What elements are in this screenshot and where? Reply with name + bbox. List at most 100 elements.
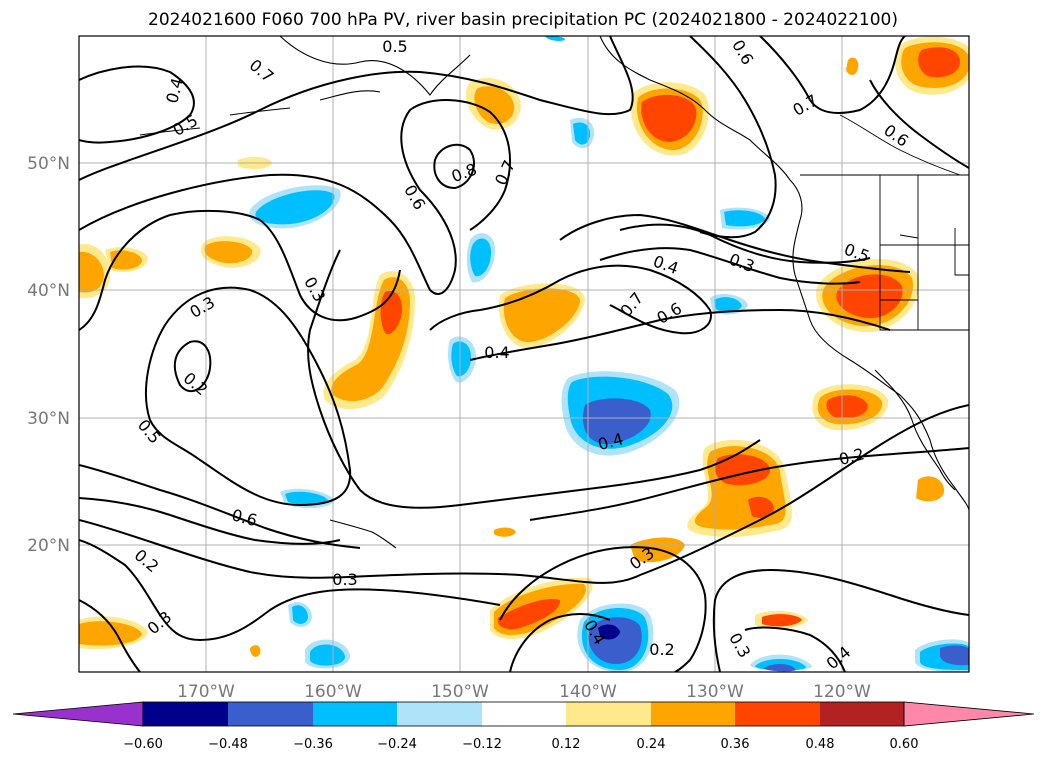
colorbar-tick: 0.60 <box>890 737 919 752</box>
colorbar-segment <box>651 702 735 726</box>
lat-label: 40°N <box>27 281 70 301</box>
baja-coastline <box>874 369 956 491</box>
precip-negative-blob <box>582 398 651 445</box>
pv-contour <box>79 99 511 295</box>
precip-negative-blob <box>724 210 765 227</box>
precip-negative-blob <box>573 122 591 145</box>
lon-label: 140°W <box>559 682 617 702</box>
colorbar-segment <box>143 702 228 726</box>
colorbar: −0.60 −0.48 −0.36 −0.24 −0.12 0.12 0.24 … <box>12 701 1035 752</box>
lon-label: 120°W <box>813 682 871 702</box>
colorbar-segment <box>313 702 397 726</box>
precip-positive-blob <box>762 614 802 627</box>
colorbar-tick: −0.60 <box>123 737 163 752</box>
pv-contour <box>307 249 761 509</box>
precip-positive-blob <box>748 496 774 518</box>
lon-label: 130°W <box>686 682 744 702</box>
state-borders <box>880 175 969 330</box>
pv-contour <box>529 447 969 521</box>
precip-negative-blob <box>255 190 335 225</box>
colorbar-tick: −0.48 <box>208 737 248 752</box>
pv-contour <box>144 286 352 506</box>
pv-contour <box>79 464 361 549</box>
contour-label: 0.2 <box>649 640 674 659</box>
pv-contour <box>499 546 707 672</box>
colorbar-segment <box>566 702 651 726</box>
map-panel: 0.5 0.6 0.4 0.7 0.5 0.8 0.7 0.6 0.7 0.6 … <box>78 35 970 673</box>
longitude-labels: 170°W 160°W 150°W 140°W 130°W 120°W <box>177 682 871 702</box>
pv-contour <box>744 626 846 672</box>
lat-label: 30°N <box>27 409 70 429</box>
precip-negative-blob <box>940 645 969 666</box>
precip-positive-blob <box>494 527 516 537</box>
precip-positive-blob <box>846 57 859 75</box>
colorbar-min-extend <box>12 701 144 727</box>
pv-contour-layer <box>79 36 969 672</box>
pv-contour <box>712 569 969 672</box>
lon-label: 150°W <box>431 682 489 702</box>
lon-label: 160°W <box>304 682 362 702</box>
pv-contour <box>559 214 911 273</box>
colorbar-tick: 0.48 <box>806 737 835 752</box>
precip-positive-blob <box>79 251 104 293</box>
precipitation-fill-layer <box>79 36 969 672</box>
map-title: 2024021600 F060 700 hPa PV, river basin … <box>148 10 898 30</box>
lat-label: 50°N <box>27 154 70 174</box>
latitude-labels: 50°N 40°N 30°N 20°N <box>27 154 70 556</box>
colorbar-tick: −0.24 <box>377 737 417 752</box>
precip-negative-blob <box>292 605 308 624</box>
colorbar-tick: −0.12 <box>462 737 502 752</box>
canada-us-border <box>800 114 969 331</box>
colorbar-segment <box>228 702 313 726</box>
lat-label: 20°N <box>27 536 70 556</box>
hawaii-islands <box>329 519 397 549</box>
precip-negative-blob <box>470 238 491 277</box>
precip-negative-blob <box>545 36 565 41</box>
precip-positive-blob <box>79 621 142 646</box>
precip-negative-blob <box>764 664 796 672</box>
colorbar-max-extend <box>903 701 1035 727</box>
contour-label: 0.3 <box>332 570 357 589</box>
pv-contour <box>173 340 212 393</box>
pv-contour <box>759 36 906 114</box>
precip-negative-blob <box>598 624 620 640</box>
colorbar-tick: −0.36 <box>293 737 333 752</box>
pv-contour <box>619 223 871 264</box>
pv-contour <box>79 539 501 641</box>
pv-contour <box>79 599 141 672</box>
colorbar-segment <box>482 702 566 726</box>
map-frame <box>78 35 970 673</box>
precip-positive-blob <box>826 395 868 419</box>
precip-positive-blob <box>474 86 515 125</box>
contour-label: 0.5 <box>382 37 407 56</box>
pv-contour <box>79 209 401 331</box>
pv-contour <box>869 79 969 169</box>
pv-contour <box>79 404 969 584</box>
colorbar-tick: 0.24 <box>637 737 666 752</box>
precip-negative-blob <box>285 491 328 505</box>
precip-positive-blob <box>918 47 960 78</box>
pv-contour <box>79 65 195 144</box>
contour-label: 0.4 <box>484 343 509 362</box>
pv-contour <box>429 264 712 335</box>
precip-negative-blob <box>451 341 471 377</box>
precip-positive-blob <box>836 274 903 318</box>
colorbar-segment <box>820 702 904 726</box>
precip-negative-blob <box>714 297 742 313</box>
pv-contour <box>79 497 341 545</box>
north-america-coastline <box>599 36 969 511</box>
pv-contour <box>79 36 634 181</box>
precip-positive-blob <box>250 645 261 657</box>
colorbar-tick: 0.36 <box>721 737 750 752</box>
precip-positive-blob <box>503 288 580 343</box>
colorbar-segment <box>397 702 482 726</box>
coastline-layer <box>139 36 969 549</box>
pv-contour <box>509 613 611 672</box>
colorbar-frame <box>142 701 905 727</box>
precip-negative-blob <box>310 644 346 666</box>
precip-positive-blob <box>641 94 697 142</box>
pv-contour <box>599 247 861 285</box>
alaska-coastline <box>139 36 471 136</box>
colorbar-segment <box>735 702 820 726</box>
precip-positive-blob <box>204 241 253 264</box>
